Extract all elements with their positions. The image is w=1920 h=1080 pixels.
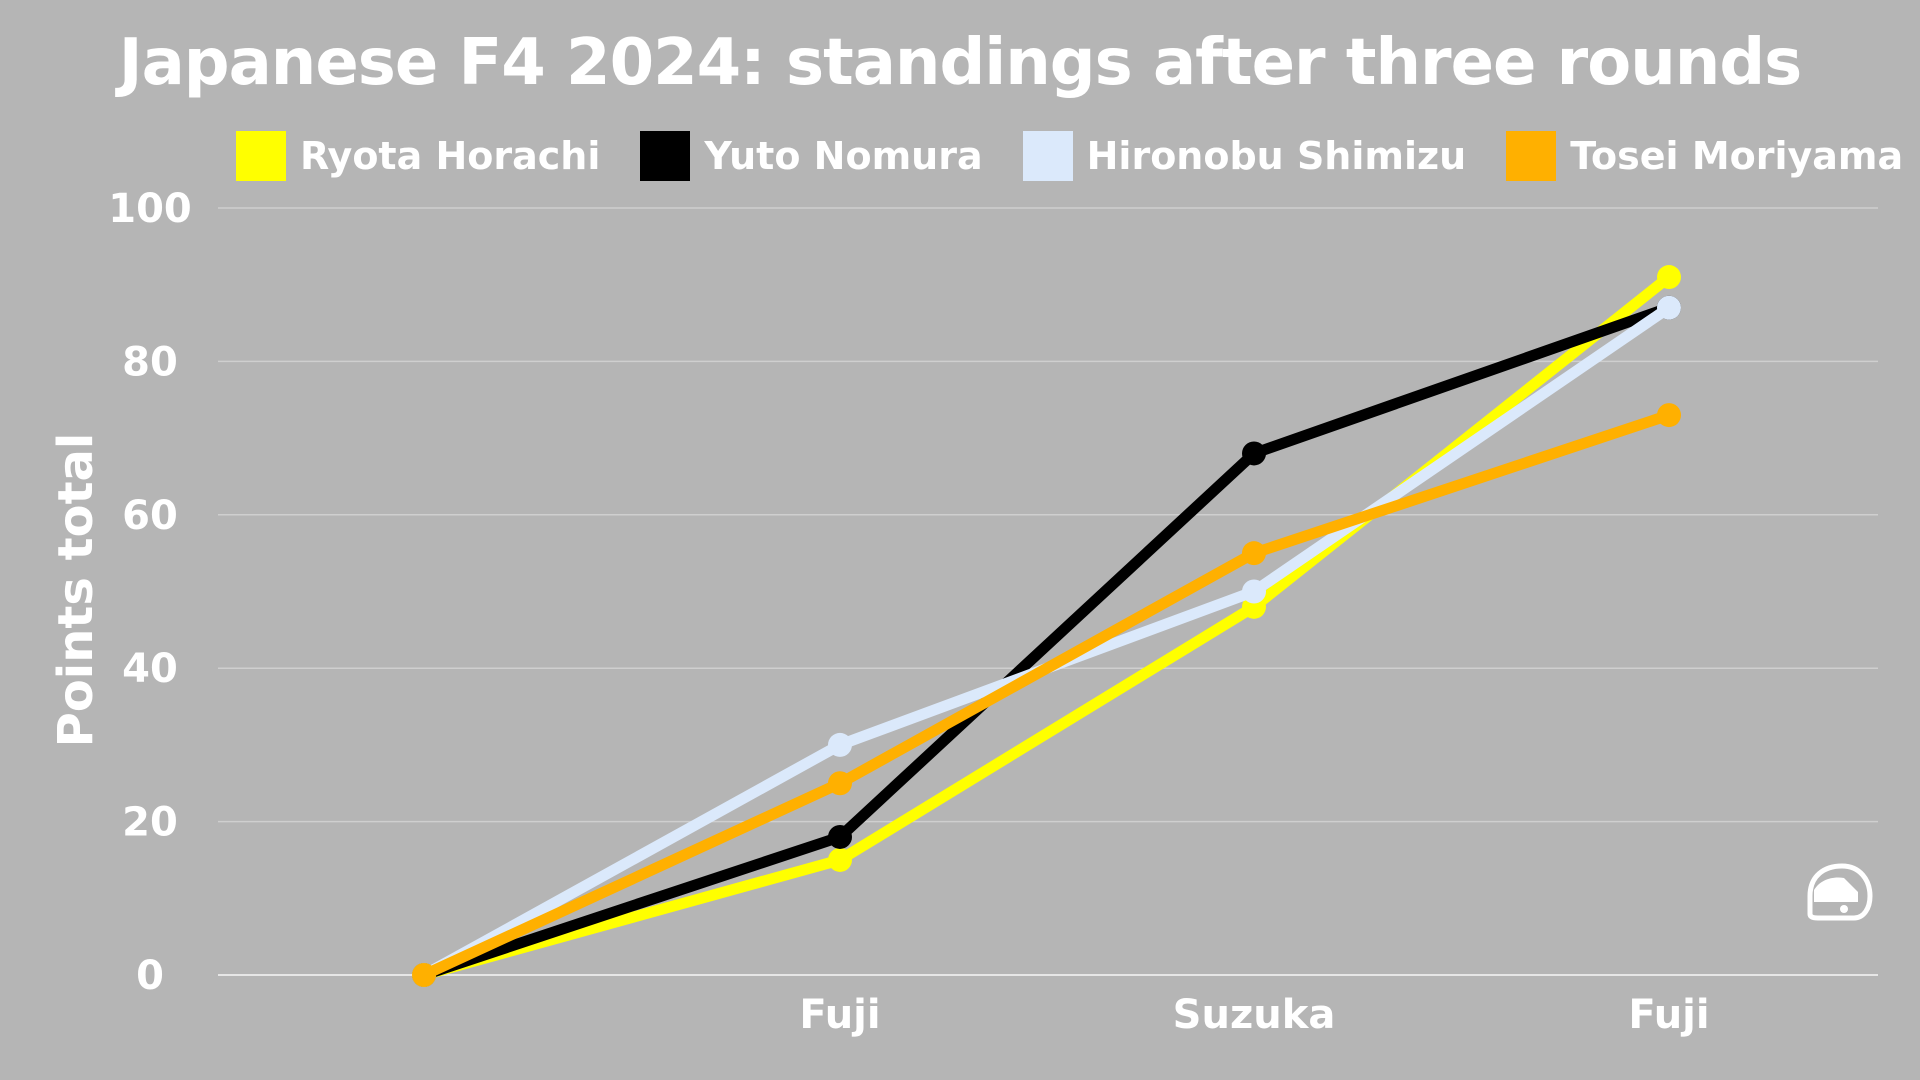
y-tick-label: 0 — [136, 953, 164, 999]
legend-swatch — [1022, 131, 1073, 181]
chart-title: Japanese F4 2024: standings after three … — [118, 26, 1802, 100]
legend-label: Ryota Horachi — [300, 134, 601, 178]
data-point — [828, 771, 852, 796]
legend: Ryota Horachi Yuto Nomura Hironobu Shimizu… — [236, 128, 1903, 184]
series-line — [418, 271, 1675, 981]
y-tick-label: 100 — [108, 186, 192, 232]
data-point — [828, 824, 852, 849]
data-point — [1657, 295, 1681, 320]
x-axis-ticks: Fuji Suzuka Fuji — [799, 992, 1709, 1038]
y-tick-label: 60 — [122, 493, 178, 539]
series-line — [418, 302, 1675, 981]
legend-item: Yuto Nomura — [640, 131, 983, 181]
data-point — [1657, 403, 1681, 428]
legend-label: Yuto Nomura — [704, 134, 983, 178]
data-point — [1242, 541, 1266, 566]
x-tick-label: Fuji — [1628, 992, 1709, 1038]
y-tick-label: 20 — [122, 800, 178, 846]
series-line — [418, 409, 1675, 981]
data-point — [1242, 441, 1266, 466]
series-group — [412, 295, 1681, 987]
data-point — [1657, 265, 1681, 290]
legend-label: Tosei Moriyama — [1570, 134, 1904, 178]
legend-label: Hironobu Shimizu — [1086, 134, 1467, 178]
data-point — [412, 963, 436, 987]
helmet-icon — [1807, 863, 1873, 921]
y-axis-label: Points total — [48, 433, 104, 748]
legend-item: Ryota Horachi — [236, 131, 600, 181]
legend-item: Hironobu Shimizu — [1022, 131, 1467, 181]
data-point — [828, 732, 852, 757]
series-lines — [412, 265, 1681, 987]
legend-swatch — [1506, 131, 1557, 181]
legend-swatch — [236, 131, 286, 181]
legend-swatch — [640, 131, 691, 181]
y-tick-label: 80 — [122, 339, 178, 385]
data-point — [1242, 579, 1266, 604]
x-tick-label: Suzuka — [1173, 992, 1336, 1038]
y-tick-label: 40 — [122, 646, 178, 692]
data-point — [828, 847, 852, 872]
legend-item: Tosei Moriyama — [1506, 131, 1903, 181]
y-axis-ticks: 0 20 40 60 80 100 — [108, 186, 192, 999]
x-tick-label: Fuji — [799, 992, 880, 1038]
series-group — [412, 403, 1681, 987]
